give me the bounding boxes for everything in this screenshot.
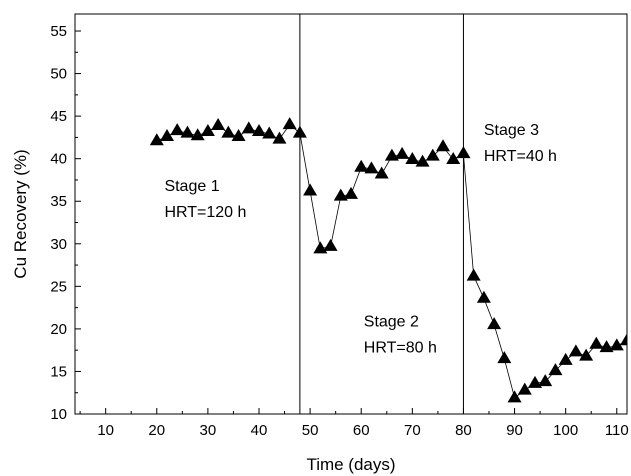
data-point-marker [548, 363, 563, 376]
stage-divider-layer [299, 14, 464, 414]
x-tick-label: 40 [251, 422, 268, 439]
data-point-marker [384, 148, 399, 161]
y-axis-label: Cu Recovery (%) [11, 149, 30, 278]
data-point-marker [160, 129, 174, 142]
data-point-marker [589, 336, 604, 349]
data-point-marker [609, 338, 624, 351]
x-tick-label: 110 [605, 422, 629, 439]
data-point-marker [262, 126, 277, 139]
y-tick-label: 25 [50, 278, 67, 295]
x-tick-label: 20 [148, 422, 165, 439]
y-tick-label: 10 [50, 406, 67, 423]
x-tick-label: 70 [404, 422, 421, 439]
connecting-line-layer [156, 124, 627, 399]
data-point-marker [292, 125, 307, 138]
data-point-marker [344, 186, 358, 199]
data-point-marker [620, 333, 627, 346]
series-line [156, 124, 627, 399]
data-point-marker [303, 183, 318, 196]
stage-annotation: Stage 2 HRT=80 h [364, 313, 437, 356]
data-point-marker [446, 152, 461, 165]
data-point-marker [456, 146, 471, 159]
data-point-marker [354, 159, 369, 172]
data-point-marker [231, 129, 246, 142]
data-point-marker [374, 166, 389, 179]
x-tick-label: 80 [455, 422, 472, 439]
data-point-marker [272, 131, 287, 144]
data-point-marker [180, 125, 195, 138]
data-point-marker [241, 121, 256, 134]
data-point-marker [568, 344, 583, 357]
data-point-marker [323, 238, 338, 251]
annotations-layer: Stage 1 HRT=120 h Stage 2 HRT=80 h Stage 3 HR… [164, 122, 557, 356]
data-points-layer [149, 117, 627, 403]
y-tick-label: 35 [50, 193, 67, 210]
data-point-marker [528, 375, 542, 388]
data-point-marker [149, 133, 164, 146]
data-point-marker [170, 123, 185, 136]
data-point-marker [487, 317, 502, 330]
data-point-marker [282, 117, 297, 130]
x-tick-label: 90 [506, 422, 523, 439]
y-tick-label: 55 [50, 23, 67, 40]
data-point-marker [415, 154, 430, 167]
data-point-marker [364, 161, 379, 174]
data-point-marker [425, 148, 440, 161]
data-point-marker [395, 146, 410, 159]
y-tick-label: 15 [50, 363, 67, 380]
data-point-marker [200, 123, 215, 136]
stage-annotation: Stage 3 HRT=40 h [484, 122, 557, 165]
y-tick-label: 45 [50, 108, 67, 125]
data-point-marker [333, 188, 348, 201]
x-axis-label: Time (days) [306, 455, 395, 474]
y-tick-label: 30 [50, 236, 67, 253]
data-point-marker [517, 382, 532, 395]
data-point-marker [190, 128, 205, 141]
data-point-marker [579, 348, 594, 361]
stage-annotation: Stage 1 HRT=120 h [164, 178, 246, 221]
y-tick-label: 40 [50, 151, 67, 168]
data-point-marker [466, 268, 481, 281]
plot-frame [74, 13, 628, 415]
x-tick-label: 10 [97, 422, 114, 439]
data-point-marker [497, 351, 512, 364]
x-tick-label: 100 [553, 422, 578, 439]
data-point-marker [405, 152, 420, 165]
axis-ticks-layer: 10 20 30 40 50 60 70 80 90 100 110 10 15 20 25 30 35 40 45… [50, 23, 628, 439]
x-tick-label: 60 [353, 422, 370, 439]
data-point-marker [507, 390, 522, 403]
y-tick-label: 50 [50, 66, 67, 83]
data-point-marker [436, 139, 450, 152]
data-point-marker [221, 125, 236, 138]
data-point-marker [252, 123, 266, 136]
data-point-marker [599, 340, 614, 353]
x-tick-label: 30 [200, 422, 217, 439]
x-tick-label: 50 [302, 422, 319, 439]
data-point-marker [558, 352, 573, 365]
data-point-marker [538, 374, 553, 387]
data-point-marker [476, 290, 491, 303]
data-point-marker [211, 117, 226, 130]
y-tick-label: 20 [50, 321, 67, 338]
